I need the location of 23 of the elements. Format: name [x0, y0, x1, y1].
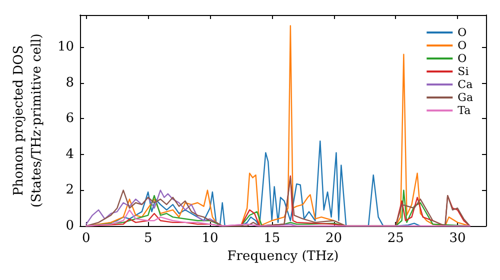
legend-label: O [458, 39, 467, 52]
legend-label: Ta [458, 104, 472, 117]
x-tick-label: 20 [325, 231, 342, 246]
y-tick-label: 2 [66, 182, 74, 198]
y-axis-title: Phonon projected DOS (States/THz·primitive cell) [12, 33, 44, 208]
legend-label: O [458, 26, 467, 39]
x-tick-label: 0 [82, 231, 90, 246]
y-tick-label: 8 [66, 75, 74, 90]
line-series [86, 209, 471, 227]
legend-label: Ga [458, 91, 474, 104]
x-tick-label: 15 [264, 231, 280, 246]
x-tick-label: 30 [449, 231, 466, 246]
y-tick-label: 0 [66, 218, 74, 234]
y-tick-label: 10 [57, 40, 74, 55]
x-tick-label: 25 [387, 231, 404, 246]
x-axis-title: Frequency (THz) [227, 249, 339, 264]
y-tick-label: 4 [66, 146, 74, 162]
legend-label: O [458, 52, 467, 65]
x-tick-label: 10 [202, 231, 218, 246]
y-tick-label: 6 [66, 111, 74, 126]
x-tick-label: 5 [144, 231, 152, 246]
legend-label: Si [458, 65, 470, 78]
legend-label: Ca [458, 78, 474, 91]
